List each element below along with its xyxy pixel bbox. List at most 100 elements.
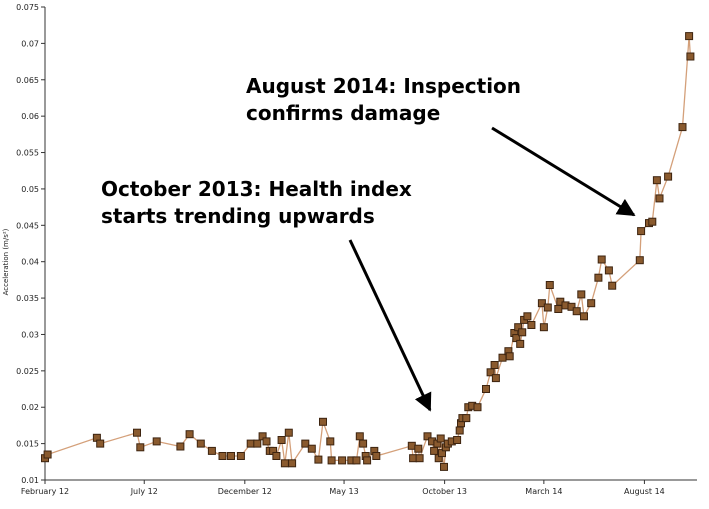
data-point [301, 439, 310, 448]
y-tick-label: 0.04 [21, 258, 39, 267]
annotation-line: October 2013: Health index [101, 177, 412, 201]
data-point [440, 462, 448, 471]
data-point [355, 432, 364, 441]
y-tick-label: 0.045 [16, 221, 39, 230]
data-point [686, 52, 695, 61]
data-point [327, 456, 336, 465]
axes [44, 7, 697, 481]
data-point [338, 456, 347, 465]
data-point [96, 439, 105, 448]
data-point [414, 444, 423, 453]
data-point [218, 452, 227, 460]
data-point [572, 307, 581, 316]
y-tick-label: 0.03 [21, 330, 39, 339]
annotation: August 2014: Inspection confirms damage [246, 74, 636, 217]
data-point [436, 434, 445, 443]
data-point [372, 452, 381, 460]
data-point [685, 32, 694, 41]
data-point [284, 428, 293, 437]
data-point [415, 454, 424, 463]
x-tick-label: February 12 [21, 487, 69, 496]
data-point [359, 439, 368, 448]
y-tick-label: 0.07 [21, 39, 39, 48]
series [41, 32, 695, 471]
data-point [543, 303, 552, 312]
data-point [363, 456, 372, 465]
data-point [253, 439, 262, 448]
data-point [523, 312, 532, 321]
data-point [652, 176, 661, 185]
annotation-text: August 2014: Inspection confirms damage [246, 74, 521, 125]
data-point [236, 452, 245, 460]
data-point [527, 321, 536, 329]
data-point [498, 353, 507, 362]
y-tick-label: 0.065 [16, 76, 39, 85]
x-tick-label: May 13 [329, 487, 358, 496]
annotation-line: confirms damage [246, 101, 440, 125]
annotation-line: starts trending upwards [101, 204, 375, 228]
data-point [176, 442, 185, 451]
y-tick-label: 0.01 [21, 476, 39, 485]
data-point [518, 328, 527, 337]
data-point [597, 255, 606, 264]
data-point [409, 454, 418, 463]
data-point [453, 436, 462, 444]
data-point [505, 352, 514, 361]
y-tick-label: 0.06 [21, 112, 39, 121]
y-tick-label: 0.025 [16, 367, 39, 376]
x-axis-ticks: February 12 July 12 December 12 May 13 Octob… [21, 480, 665, 496]
data-point [648, 217, 657, 226]
data-point [664, 172, 673, 181]
data-point [580, 312, 588, 321]
data-point [185, 430, 194, 439]
annotations: August 2014: Inspection confirms damage Oc… [101, 74, 636, 412]
data-point [307, 444, 316, 453]
data-point [655, 194, 664, 203]
data-point [490, 361, 499, 369]
data-point [326, 437, 335, 446]
data-point [423, 432, 432, 441]
y-tick-label: 0.05 [21, 185, 39, 194]
data-point [288, 459, 297, 468]
data-point [537, 299, 546, 308]
y-tick-label: 0.055 [16, 149, 39, 158]
data-point [136, 443, 145, 452]
y-tick-label: 0.015 [16, 440, 39, 449]
data-point [635, 256, 644, 265]
data-point [319, 417, 327, 426]
y-tick-label: 0.02 [21, 403, 39, 412]
x-tick-label: March 14 [525, 487, 562, 496]
data-point [152, 437, 161, 446]
data-point [455, 426, 464, 435]
data-point [678, 123, 687, 132]
data-point [577, 290, 586, 299]
data-point [491, 374, 500, 383]
data-point [554, 305, 563, 313]
data-point [594, 273, 603, 282]
data-point [407, 441, 416, 450]
data-point [262, 437, 271, 446]
data-point [352, 456, 361, 465]
data-point [133, 428, 141, 437]
x-tick-label: October 13 [422, 487, 467, 496]
data-point [430, 446, 439, 455]
data-point [539, 323, 548, 332]
annotation-text: October 2013: Health index starts trendin… [101, 177, 412, 228]
data-point [277, 436, 286, 444]
x-tick-label: July 12 [130, 487, 158, 496]
data-point [545, 281, 554, 289]
data-point [608, 281, 617, 290]
data-point [246, 439, 255, 448]
y-axis-label: Acceleration (m/s²) [2, 228, 10, 295]
data-point [196, 439, 205, 448]
x-tick-label: December 12 [218, 487, 272, 496]
data-point [637, 227, 646, 236]
y-tick-label: 0.075 [16, 3, 39, 12]
x-tick-label: August 14 [624, 487, 665, 496]
data-point [482, 385, 490, 393]
data-point [567, 302, 576, 311]
data-point [272, 452, 281, 460]
annotation-line: August 2014: Inspection [246, 74, 521, 98]
